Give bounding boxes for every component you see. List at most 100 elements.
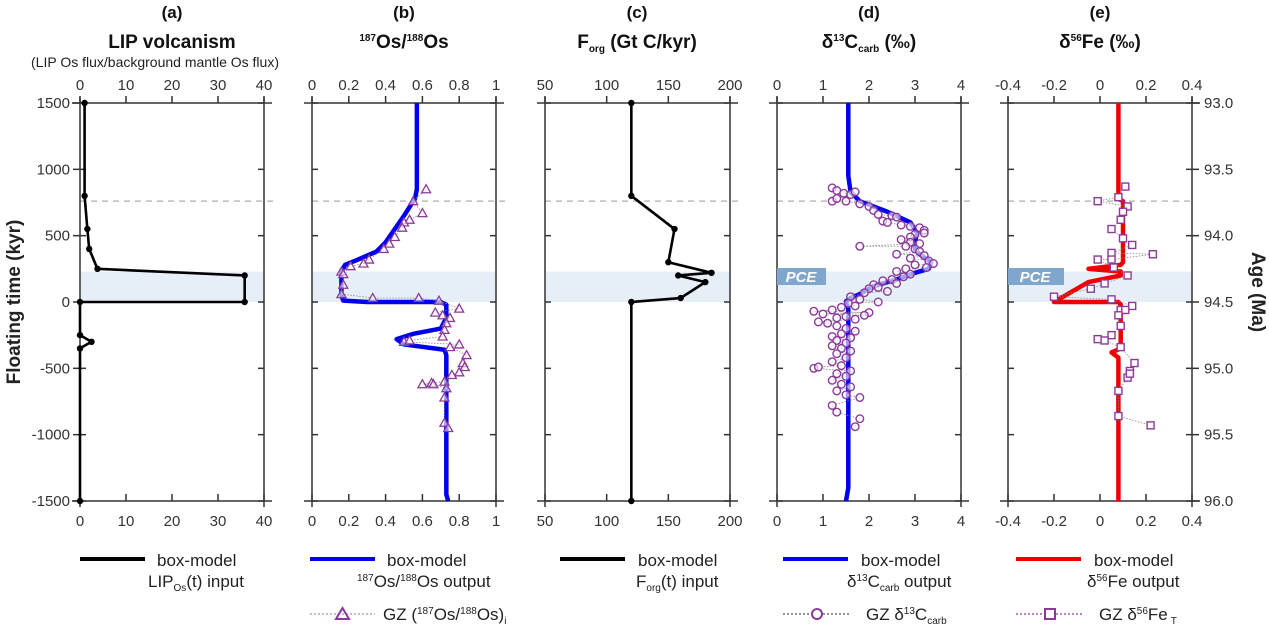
input-point-c [677,294,684,302]
x-tick-label-top: 2 [865,77,873,94]
data-point-circle [846,382,856,392]
x-tick-label-top: 0.8 [449,77,470,94]
x-tick-label-bottom: 40 [256,513,273,530]
svg-text:GZ (187Os/188Os)i: GZ (187Os/188Os)i [383,605,506,624]
x-tick-label-top: 0.2 [338,77,359,94]
data-point-circle [873,297,883,307]
svg-text:GZ δ13Ccarb: GZ δ13Ccarb [866,605,947,624]
data-point-triangle [438,375,451,386]
panel-e-label: (e) [1090,3,1111,22]
data-point-circle [878,276,888,286]
data-point-triangle [345,260,357,271]
data-point-square [1049,292,1059,301]
data-point-circle [832,313,842,323]
data-point-square [1116,215,1125,224]
data-point-circle [841,312,851,322]
x-tick-label-top: 0 [308,77,316,94]
data-point-square [1148,250,1158,259]
data-point-square [1100,279,1109,288]
x-tick-label-top: 20 [164,77,181,94]
data-point-triangle [396,221,408,232]
input-point-c [671,225,678,233]
y-tick-label: 500 [45,228,70,245]
data-point-circle [859,310,869,320]
data-point-circle [873,282,883,292]
x-tick-label-bottom: 0.2 [338,513,359,530]
x-tick-label-bottom: 1 [492,513,500,530]
input-point-a [76,331,84,339]
data-point-circle [899,272,909,282]
x-tick-label-bottom: 0 [76,513,84,530]
data-point-square [1121,182,1130,191]
data-point-circle [850,314,860,324]
data-point-circle [827,375,837,385]
panel-d-title: δ13Ccarb (‰) [822,32,916,55]
input-point-a [81,99,88,107]
data-point-circle [841,353,851,363]
input-point-a [84,225,91,233]
x-tick-label-top: 30 [210,77,227,94]
data-point-square [1118,234,1128,243]
panel-a-label: (a) [162,3,183,22]
data-connector-e [1053,186,1153,426]
data-point-circle [827,357,837,367]
x-tick-label-top: 0.4 [375,77,396,94]
data-point-square [1130,358,1139,368]
x-tick-label-top: 0 [76,77,84,94]
series-line-b [339,103,451,502]
data-point-square [1093,334,1102,344]
data-point-circle [836,379,846,389]
data-point-circle [892,266,902,276]
panel-b-label: (b) [393,3,415,22]
y-tick-label: -1500 [32,493,70,510]
x-tick-label-top: 1 [492,77,500,94]
y2-tick-label: 93.0 [1204,95,1233,112]
data-point-square [1107,255,1116,264]
y2-tick-label: 93.5 [1204,161,1233,178]
data-point-triangle [440,317,452,328]
series-line-a [78,103,246,501]
data-point-triangle [407,195,419,206]
data-point-triangle [416,378,429,389]
data-point-circle [850,326,860,336]
data-point-triangle [416,207,429,218]
x-tick-label-bottom: 200 [717,513,742,530]
panel-e: -0.4-0.4-0.2-0.2000.20.20.40.493.093.594… [995,77,1233,530]
data-point-circle [855,199,865,209]
data-point-triangle [337,268,349,279]
data-point-triangle [460,349,473,360]
input-point-a [86,245,93,253]
input-point-a [88,338,95,345]
x-tick-label-bottom: 2 [865,513,873,530]
y2-tick-label: 94.5 [1204,294,1233,311]
x-tick-label-top: 10 [118,77,135,94]
data-point-circle [855,414,865,424]
panel-a-title: LIP volcanism [108,32,235,53]
data-point-circle [832,386,842,396]
data-point-triangle [429,306,441,317]
data-point-triangle [378,243,390,254]
data-point-triangle [437,330,449,341]
data-point-circle [836,329,846,339]
data-point-square [1109,263,1119,272]
data-point-circle [850,301,860,311]
data-point-circle [892,249,902,259]
data-point-square [1086,284,1096,293]
data-point-square [1121,305,1130,315]
y2-tick-label: 94.0 [1204,228,1233,245]
legend-square-marker [1044,608,1056,620]
data-point-circle [896,220,906,230]
x-tick-label-bottom: 0 [308,513,316,530]
series-line-c [630,103,713,501]
x-tick-label-bottom: 4 [957,513,965,530]
data-point-circle [841,371,851,381]
y-tick-label: 1000 [37,161,70,178]
x-tick-label-bottom: 0.4 [375,513,396,530]
svg-text:Forg(t) input: Forg(t) input [636,572,719,594]
data-point-circle [905,253,915,263]
y-tick-label: 1500 [37,95,70,112]
x-tick-label-bottom: 0.8 [449,513,470,530]
data-point-circle [873,209,883,219]
x-tick-label-top: 50 [537,77,554,94]
